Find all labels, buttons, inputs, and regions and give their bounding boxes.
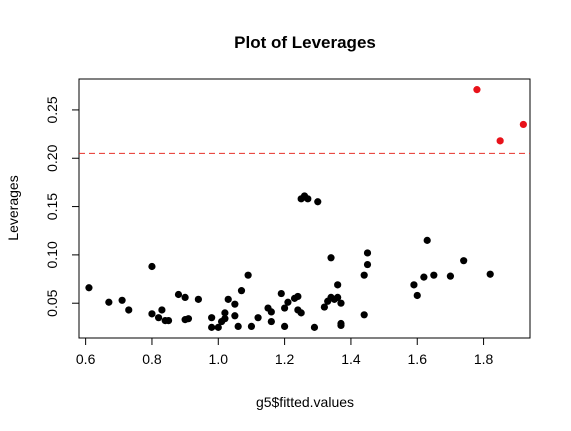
data-point bbox=[460, 257, 468, 265]
data-point bbox=[181, 293, 189, 302]
data-point bbox=[194, 295, 202, 303]
data-point bbox=[208, 314, 216, 322]
data-point bbox=[304, 195, 312, 203]
data-point bbox=[420, 273, 428, 281]
high-leverage-point bbox=[496, 137, 504, 145]
data-point bbox=[184, 315, 193, 323]
data-point bbox=[221, 309, 229, 317]
data-point bbox=[281, 304, 289, 312]
data-point bbox=[446, 272, 455, 280]
data-point bbox=[105, 298, 113, 306]
data-point bbox=[327, 254, 335, 262]
data-point bbox=[360, 271, 368, 279]
data-point bbox=[267, 308, 275, 316]
data-point bbox=[231, 300, 239, 308]
x-tick-label: 1.6 bbox=[408, 351, 428, 367]
data-point bbox=[244, 271, 252, 279]
y-axis-label: Leverages bbox=[5, 175, 21, 240]
x-axis: 0.6 0.8 1.0 1.2 1.4 1.6 1.8 bbox=[76, 338, 494, 367]
data-point bbox=[234, 322, 242, 331]
data-point bbox=[281, 322, 289, 331]
data-point bbox=[148, 310, 156, 318]
data-point bbox=[237, 287, 246, 295]
data-point bbox=[148, 262, 156, 271]
chart-title: Plot of Leverages bbox=[234, 33, 376, 52]
high-leverage-point bbox=[519, 120, 527, 129]
data-point bbox=[85, 284, 93, 292]
x-tick-label: 1.4 bbox=[341, 351, 361, 367]
x-tick-label: 0.8 bbox=[142, 351, 162, 367]
y-tick-label: 0.15 bbox=[44, 193, 60, 220]
points-layer bbox=[85, 86, 527, 331]
data-point bbox=[423, 236, 431, 244]
x-tick-label: 1.0 bbox=[209, 351, 229, 367]
y-axis: 0.05 0.10 0.15 0.20 0.25 bbox=[44, 96, 79, 317]
data-point bbox=[208, 323, 216, 331]
x-tick-label: 0.6 bbox=[76, 351, 96, 367]
y-tick-label: 0.10 bbox=[44, 241, 60, 268]
data-point bbox=[118, 296, 126, 304]
data-point bbox=[413, 291, 421, 300]
data-point bbox=[410, 281, 418, 289]
x-axis-label: g5$fitted.values bbox=[256, 394, 354, 410]
data-point bbox=[284, 298, 292, 306]
data-point bbox=[310, 323, 319, 331]
data-point bbox=[214, 323, 222, 331]
data-point bbox=[486, 270, 494, 278]
data-point bbox=[294, 292, 302, 301]
data-point bbox=[297, 309, 305, 317]
y-tick-label: 0.25 bbox=[44, 96, 60, 123]
data-point bbox=[337, 299, 345, 307]
data-point bbox=[231, 312, 239, 320]
data-point bbox=[221, 315, 229, 323]
x-tick-label: 1.8 bbox=[474, 351, 494, 367]
data-point bbox=[247, 322, 256, 331]
data-point bbox=[337, 321, 345, 330]
data-point bbox=[164, 317, 173, 325]
data-point bbox=[334, 281, 342, 289]
data-point bbox=[154, 314, 163, 322]
data-point bbox=[430, 271, 438, 279]
data-point bbox=[254, 314, 262, 322]
data-point bbox=[158, 306, 166, 314]
data-point bbox=[360, 311, 368, 319]
y-tick-label: 0.20 bbox=[44, 144, 60, 171]
y-tick-label: 0.05 bbox=[44, 289, 60, 316]
data-point bbox=[277, 289, 285, 298]
data-point bbox=[267, 317, 275, 326]
data-point bbox=[125, 306, 133, 314]
plot-frame bbox=[78, 78, 531, 339]
data-point bbox=[363, 249, 372, 257]
data-point bbox=[363, 260, 372, 269]
data-point bbox=[314, 198, 322, 206]
x-tick-label: 1.2 bbox=[275, 351, 295, 367]
data-point bbox=[334, 293, 342, 302]
high-leverage-point bbox=[473, 86, 481, 94]
data-point bbox=[320, 303, 328, 311]
data-point bbox=[224, 295, 232, 303]
data-point bbox=[174, 290, 183, 299]
